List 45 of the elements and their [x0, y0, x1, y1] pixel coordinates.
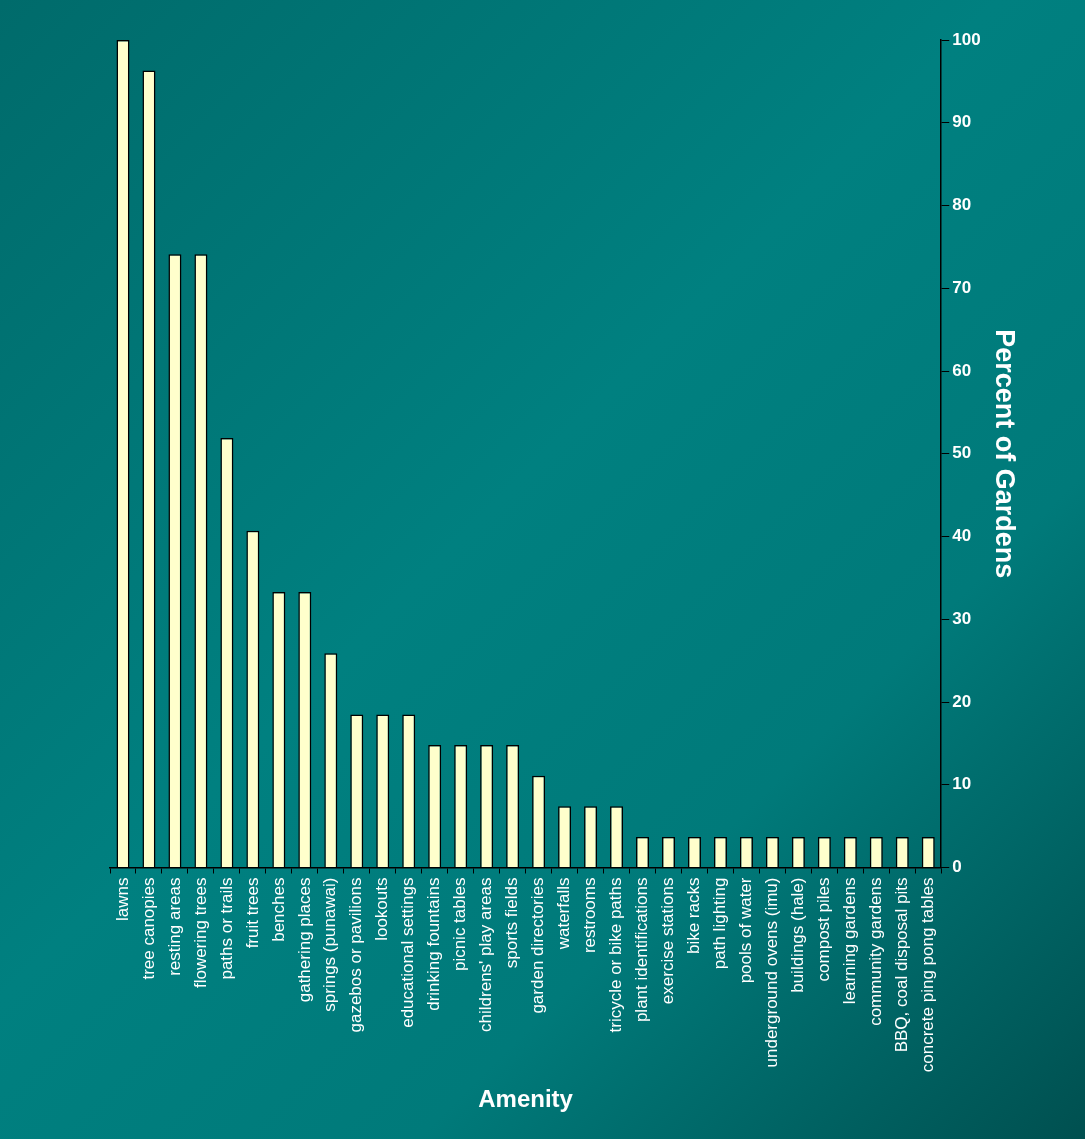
x-tick-label: learning gardens — [840, 877, 860, 1005]
x-tick-label: garden directories — [528, 877, 548, 1014]
y-tick-label: 0 — [952, 857, 962, 877]
x-axis-title: Amenity — [478, 1085, 574, 1113]
x-tick-label: lookouts — [372, 877, 392, 941]
x-tick-label: concrete ping pong tables — [917, 877, 937, 1073]
x-tick-label: bike racks — [684, 877, 704, 955]
y-axis-title: Percent of Gardens — [990, 329, 1021, 579]
x-tick-label: benches — [268, 877, 288, 942]
y-tick-label: 100 — [952, 29, 981, 49]
y-tick-label: 40 — [952, 526, 972, 546]
x-tick-label: flowering trees — [190, 877, 210, 989]
x-tick-label: restrooms — [580, 877, 600, 954]
x-tick-label: springs (punawai) — [320, 877, 340, 1012]
x-tick-label: compost piles — [814, 877, 834, 982]
x-tick-label: buildings (hale) — [788, 877, 808, 993]
y-tick-label: 80 — [952, 195, 972, 215]
x-tick-label: gazebos or pavilions — [346, 877, 366, 1033]
y-tick-label: 90 — [952, 112, 972, 132]
x-tick-label: picnic tables — [450, 877, 470, 972]
x-tick-label: BBQ, coal disposal pits — [891, 877, 911, 1053]
x-tick-label: gathering places — [294, 877, 314, 1003]
x-tick-label: lawns — [112, 877, 132, 921]
y-tick-label: 50 — [952, 443, 972, 463]
x-tick-label: sports fields — [502, 877, 522, 969]
y-tick-label: 10 — [952, 774, 972, 794]
x-tick-label: educational settings — [398, 877, 418, 1028]
x-tick-label: waterfalls — [554, 877, 574, 951]
x-tick-label: childrens' play areas — [476, 877, 496, 1032]
y-tick-label: 30 — [952, 608, 972, 628]
x-tick-label: plant identifications — [632, 877, 652, 1023]
x-tick-label: resting areas — [164, 877, 184, 976]
x-tick-label: tree canopies — [138, 877, 158, 980]
x-tick-label: underground ovens (imu) — [762, 877, 782, 1068]
y-tick-label: 20 — [952, 691, 972, 711]
x-tick-label: tricycle or bike paths — [606, 877, 626, 1033]
x-tick-label: path lighting — [710, 877, 730, 970]
x-tick-label: pools of water — [736, 877, 756, 984]
x-tick-label: paths or trails — [216, 877, 236, 980]
y-tick-label: 60 — [952, 360, 972, 380]
x-tick-label: community gardens — [865, 877, 885, 1026]
x-tick-label: drinking fountains — [424, 877, 444, 1011]
y-tick-label: 70 — [952, 277, 972, 297]
x-tick-label: exercise stations — [658, 877, 678, 1005]
x-tick-label: fruit trees — [242, 877, 262, 949]
